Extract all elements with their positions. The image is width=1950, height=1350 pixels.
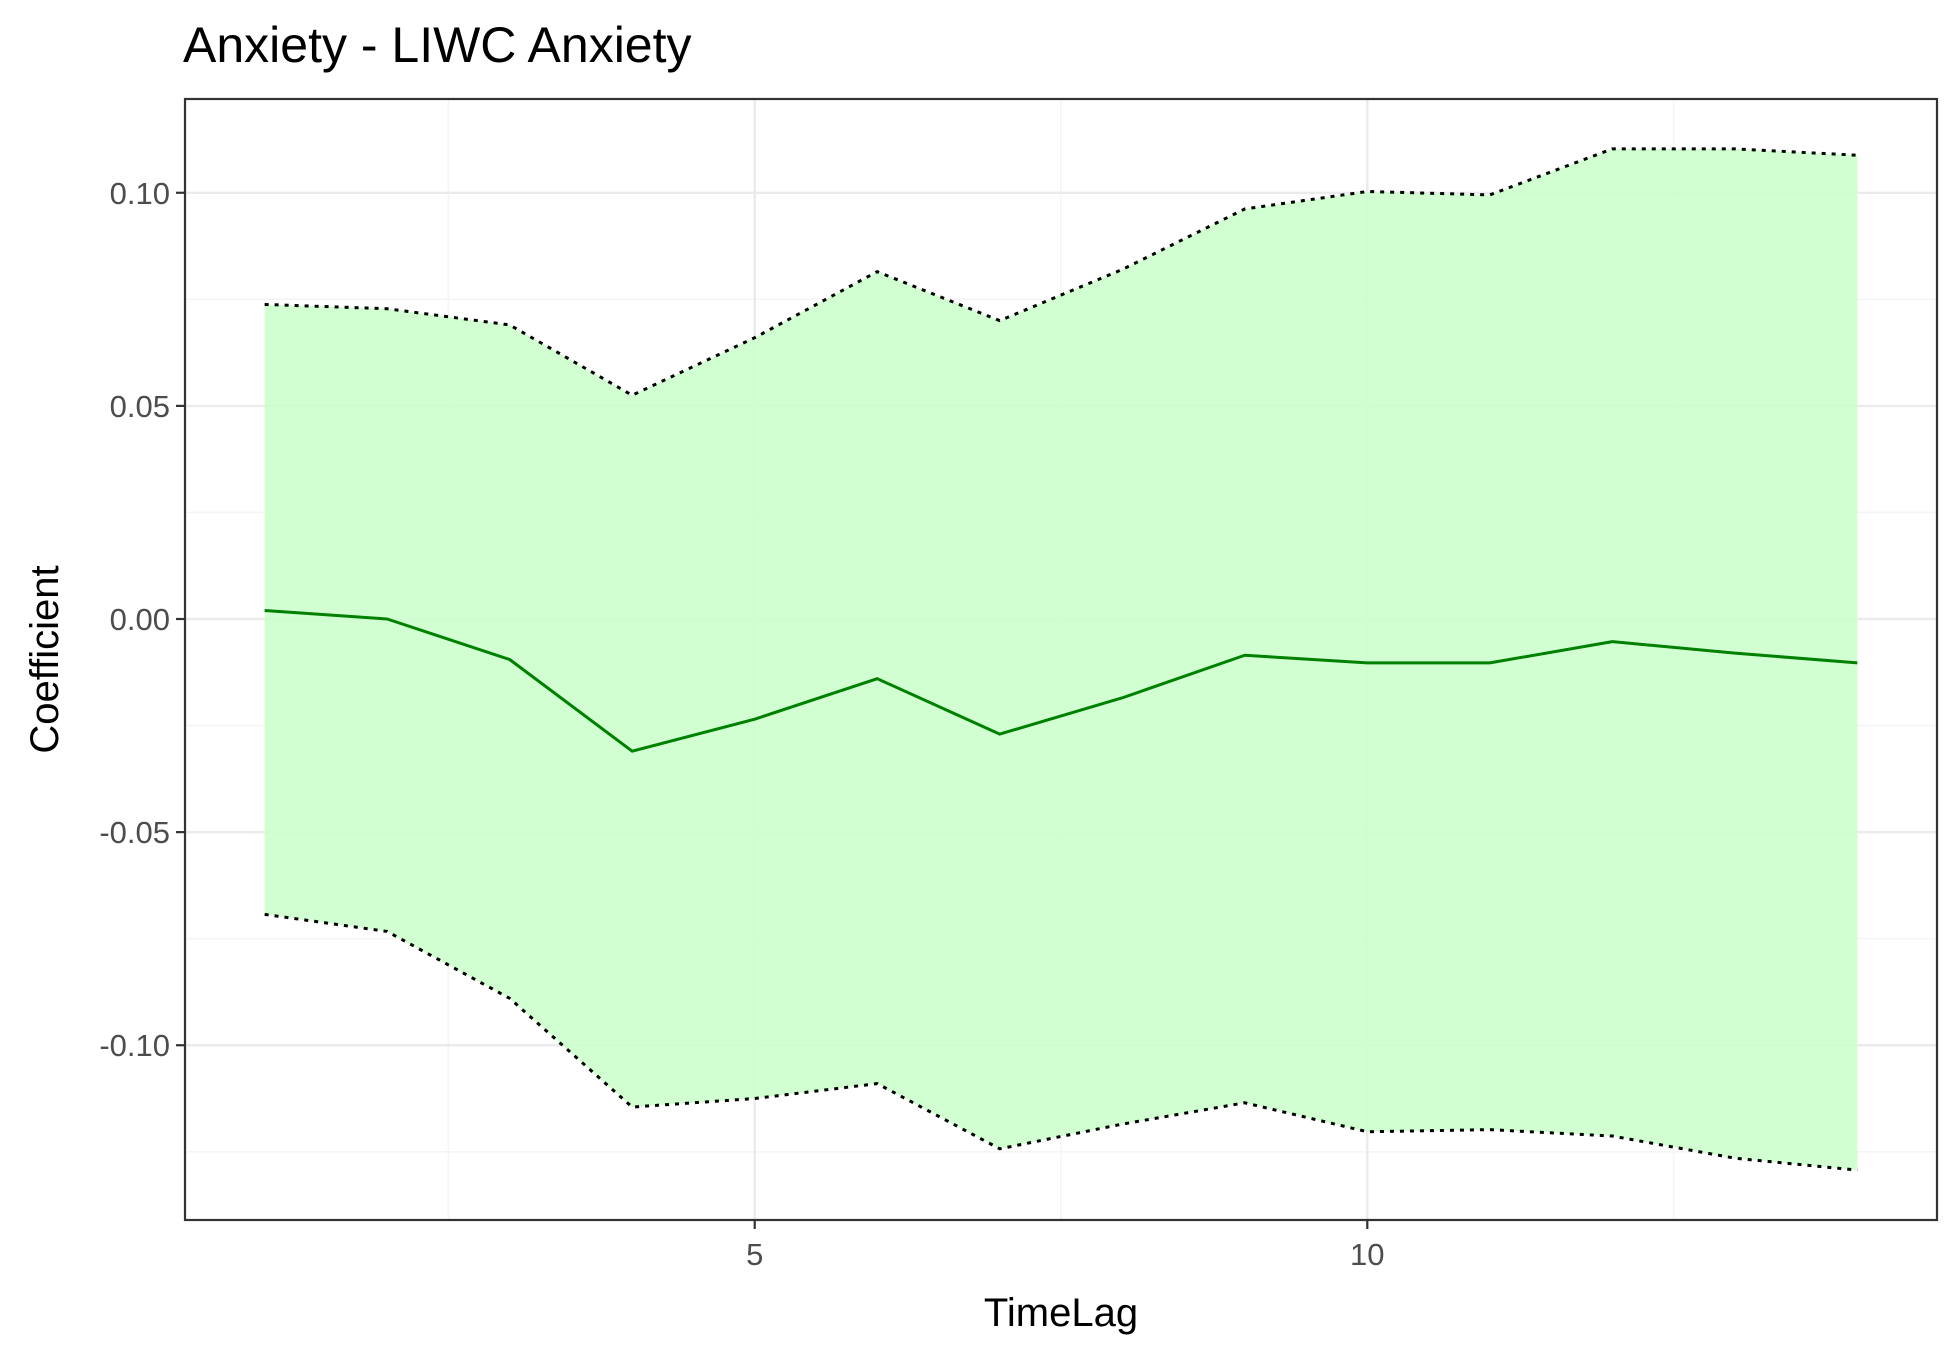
- estimate-point: [628, 747, 636, 755]
- panel-border: [183, 97, 1939, 1222]
- estimate-point: [1486, 659, 1494, 667]
- estimate-point: [751, 715, 759, 723]
- lower-bound-point: [383, 927, 391, 935]
- x-tick-label: 10: [1350, 1237, 1384, 1272]
- plot-panel: [183, 97, 1939, 1222]
- estimate-point: [261, 606, 269, 614]
- estimate-point: [383, 615, 391, 623]
- estimate-point: [1608, 638, 1616, 646]
- upper-bound-point: [261, 300, 269, 308]
- upper-bound-point: [506, 321, 514, 329]
- x-tick-label: 5: [746, 1237, 763, 1272]
- upper-bound-point: [383, 305, 391, 313]
- lower-bound-point: [1486, 1126, 1494, 1134]
- upper-bound-point: [1118, 265, 1126, 273]
- estimate-point: [1118, 694, 1126, 702]
- estimate-point: [506, 656, 514, 664]
- lower-bound-point: [1731, 1154, 1739, 1162]
- upper-bound-point: [628, 391, 636, 399]
- estimate-point: [1731, 649, 1739, 657]
- y-axis-title: Coefficient: [23, 565, 67, 753]
- upper-bound-line: [264, 147, 1858, 397]
- lower-bound-point: [996, 1145, 1004, 1153]
- upper-bound-point: [1731, 145, 1739, 153]
- lower-bound-point: [628, 1103, 636, 1111]
- upper-bound-point: [1363, 187, 1371, 195]
- lower-bound-point: [873, 1080, 881, 1088]
- upper-bound-point: [1853, 151, 1861, 159]
- upper-bound-point: [1486, 191, 1494, 199]
- y-tick-label: -0.10: [99, 1028, 170, 1063]
- upper-bound-point: [996, 317, 1004, 325]
- upper-bound-point: [1241, 205, 1249, 213]
- lower-bound-point: [1608, 1132, 1616, 1140]
- upper-bound-point: [1608, 145, 1616, 153]
- x-axis: 5 10: [746, 1220, 1385, 1272]
- lower-bound-point: [1363, 1128, 1371, 1136]
- estimate-line: [264, 608, 1858, 753]
- lower-bound-point: [1241, 1099, 1249, 1107]
- estimate-point: [1853, 659, 1861, 667]
- y-tick-label: -0.05: [99, 815, 170, 850]
- x-axis-title: TimeLag: [984, 1291, 1138, 1335]
- y-axis: -0.10 -0.05 0.00 0.05 0.10: [99, 176, 185, 1063]
- lower-bound-point: [1853, 1166, 1861, 1174]
- y-tick-label: 0.00: [110, 602, 170, 637]
- lower-bound-point: [751, 1095, 759, 1103]
- confidence-ribbon: [264, 148, 1858, 1171]
- y-tick-label: 0.10: [110, 176, 170, 211]
- lower-bound-point: [506, 994, 514, 1002]
- estimate-point: [873, 675, 881, 683]
- estimate-point: [996, 730, 1004, 738]
- lower-bound-point: [1118, 1120, 1126, 1128]
- estimate-point: [1241, 651, 1249, 659]
- upper-bound-point: [751, 334, 759, 342]
- lower-bound-line: [264, 912, 1858, 1172]
- y-tick-label: 0.05: [110, 389, 170, 424]
- upper-bound-point: [873, 268, 881, 276]
- chart-title: Anxiety - LIWC Anxiety: [183, 17, 692, 73]
- lower-bound-point: [261, 910, 269, 918]
- estimate-point: [1363, 659, 1371, 667]
